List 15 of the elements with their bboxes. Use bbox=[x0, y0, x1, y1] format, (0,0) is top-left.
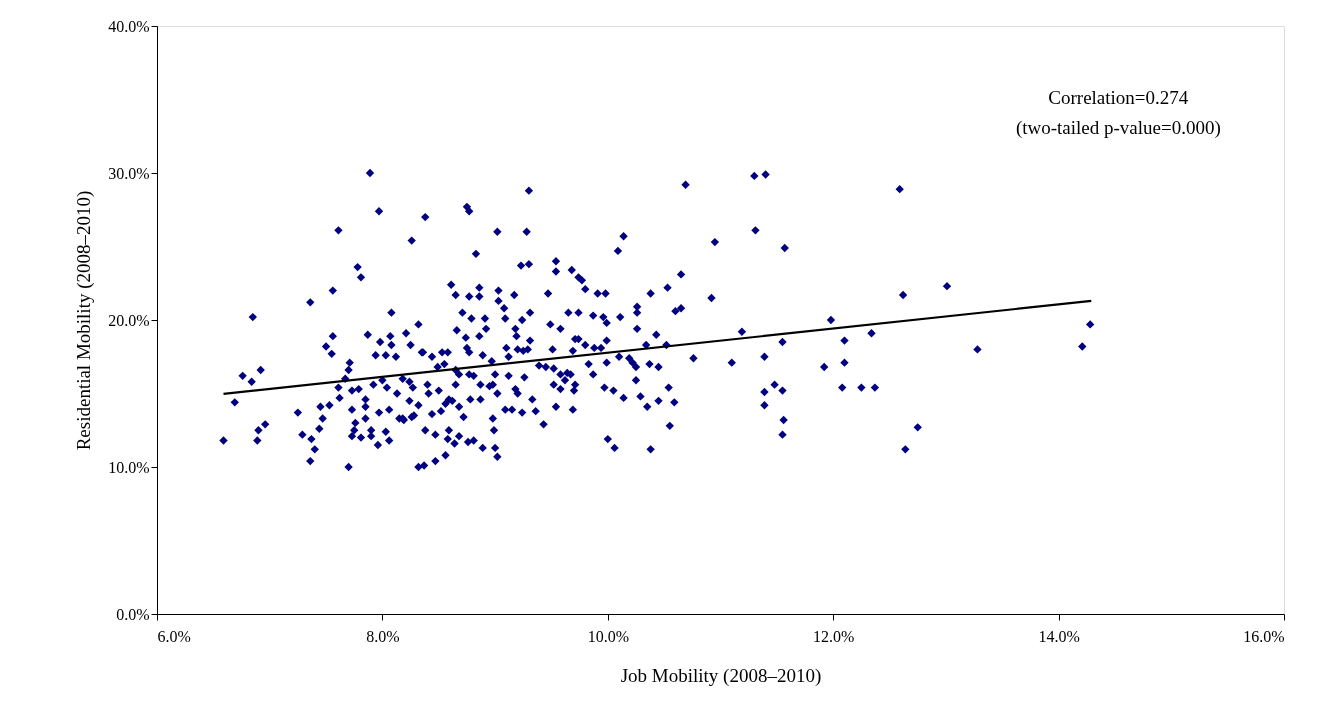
annotation: Correlation=0.274 bbox=[1048, 87, 1189, 108]
y-tick-label: 20.0% bbox=[108, 311, 150, 329]
y-axis-title: Residential Mobility (2008–2010) bbox=[73, 190, 96, 451]
x-tick-label: 12.0% bbox=[813, 627, 855, 645]
x-tick-label: 14.0% bbox=[1038, 627, 1080, 645]
y-tick-label: 40.0% bbox=[108, 17, 150, 35]
y-tick-label: 30.0% bbox=[108, 164, 150, 182]
y-tick-label: 0.0% bbox=[116, 605, 150, 623]
x-tick-label: 8.0% bbox=[366, 627, 400, 645]
annotation: (two-tailed p-value=0.000) bbox=[1015, 117, 1221, 139]
x-tick-label: 6.0% bbox=[157, 627, 191, 645]
y-tick-label: 10.0% bbox=[108, 458, 150, 476]
x-axis-title: Job Mobility (2008–2010) bbox=[620, 664, 822, 687]
x-tick-label: 16.0% bbox=[1243, 627, 1285, 645]
x-tick-label: 10.0% bbox=[587, 627, 629, 645]
